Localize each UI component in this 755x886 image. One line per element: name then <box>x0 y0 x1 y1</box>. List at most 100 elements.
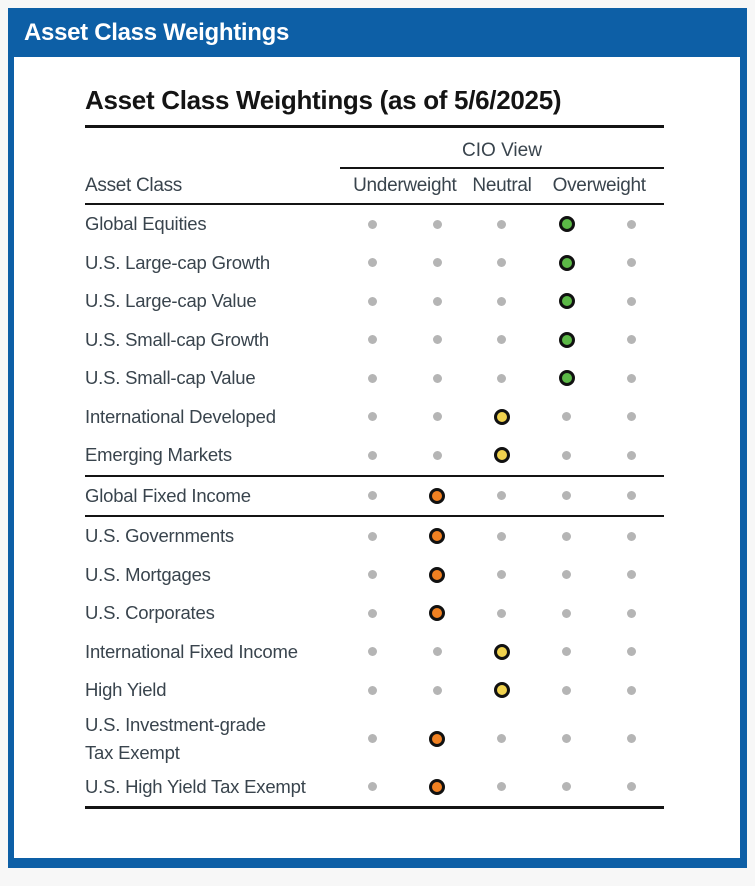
scale-dot <box>627 734 637 743</box>
row-label: Emerging Markets <box>85 444 232 466</box>
selected-scale-dot <box>493 682 510 699</box>
row-label: U.S. Small-cap Value <box>85 367 256 389</box>
section-divider <box>85 474 664 477</box>
row-label: U.S. Large-cap Growth <box>85 251 270 273</box>
scale-dot <box>367 734 377 743</box>
scale-dot <box>627 373 637 383</box>
scale-dot <box>627 296 637 306</box>
group-header-row: CIO View <box>85 140 664 169</box>
scale-dot <box>367 491 377 501</box>
row-label: International Fixed Income <box>85 640 298 662</box>
selected-scale-dot <box>558 331 575 348</box>
scale-dot <box>432 296 442 306</box>
panel-header: Asset Class Weightings <box>8 8 747 57</box>
scale-dot <box>627 531 637 541</box>
row-label: International Developed <box>85 405 276 427</box>
scale-dot <box>562 570 572 580</box>
scale-dot <box>562 647 572 657</box>
table-row: U.S. Investment-grade Tax Exempt <box>85 710 664 768</box>
scale-dot <box>497 491 507 501</box>
scale-dot <box>367 412 377 422</box>
scale-dot <box>562 491 572 501</box>
scale-dot <box>432 335 442 345</box>
selected-scale-dot <box>493 408 510 425</box>
table-bottom-rule <box>85 806 664 809</box>
scale-dot <box>367 296 377 306</box>
scale-dot <box>432 685 442 695</box>
report-title: Asset Class Weightings (as of 5/6/2025) <box>85 85 664 128</box>
scale-dot <box>627 450 637 460</box>
scale-dot <box>627 570 637 580</box>
scale-dot <box>497 219 507 229</box>
scale-dot <box>562 608 572 618</box>
row-label: U.S. Investment-grade Tax Exempt <box>85 713 266 763</box>
scale-dot <box>627 782 637 792</box>
scale-dot <box>367 219 377 229</box>
selected-scale-dot <box>558 293 575 310</box>
section-divider <box>85 515 664 517</box>
row-label: U.S. Large-cap Value <box>85 290 257 312</box>
table-row: U.S. Governments <box>85 517 664 556</box>
row-label: U.S. Corporates <box>85 602 215 624</box>
scale-dot <box>627 219 637 229</box>
scale-dot <box>367 258 377 268</box>
table-row: U.S. High Yield Tax Exempt <box>85 768 664 807</box>
selected-scale-dot <box>493 643 510 660</box>
selected-scale-dot <box>429 605 446 622</box>
scale-dot <box>432 373 442 383</box>
table-rows: Global Equities U.S. Large-cap Growth U.… <box>85 205 664 809</box>
selected-scale-dot <box>429 778 446 795</box>
table-row: U.S. Large-cap Value <box>85 282 664 321</box>
column-header-overweight: Overweight <box>552 175 646 196</box>
scale-dot <box>367 335 377 345</box>
panel-body: Asset Class Weightings (as of 5/6/2025) … <box>8 57 747 868</box>
scale-dot <box>367 685 377 695</box>
scale-dot <box>497 531 507 541</box>
scale-dot <box>432 450 442 460</box>
scale-dot <box>562 782 572 792</box>
selected-scale-dot <box>429 487 446 504</box>
table-row: U.S. Small-cap Value <box>85 359 664 398</box>
selected-scale-dot <box>429 566 446 583</box>
scale-dot <box>497 734 507 743</box>
scale-dot <box>497 608 507 618</box>
row-label: U.S. Small-cap Growth <box>85 328 269 350</box>
scale-dot <box>562 531 572 541</box>
scale-dot <box>432 412 442 422</box>
table-row: High Yield <box>85 671 664 710</box>
scale-dot <box>627 335 637 345</box>
selected-scale-dot <box>429 730 446 747</box>
scale-dot <box>497 258 507 268</box>
column-header-asset-class: Asset Class <box>85 175 183 196</box>
scale-dot <box>367 450 377 460</box>
selected-scale-dot <box>558 370 575 387</box>
selected-scale-dot <box>429 528 446 545</box>
scale-dot <box>627 647 637 657</box>
scale-dot <box>562 734 572 743</box>
scale-dot <box>627 258 637 268</box>
table-row: International Developed <box>85 398 664 437</box>
scale-dot <box>432 258 442 268</box>
table-row: U.S. Small-cap Growth <box>85 321 664 360</box>
scale-dot <box>497 296 507 306</box>
scale-dot <box>497 373 507 383</box>
row-label: U.S. Governments <box>85 525 234 547</box>
table-row: U.S. Corporates <box>85 594 664 633</box>
table-row: International Fixed Income <box>85 633 664 672</box>
scale-dot <box>562 450 572 460</box>
panel-header-title: Asset Class Weightings <box>24 18 290 46</box>
table-row: U.S. Large-cap Growth <box>85 244 664 283</box>
table-row: U.S. Mortgages <box>85 556 664 595</box>
scale-dot <box>497 335 507 345</box>
scale-dot <box>627 685 637 695</box>
row-label: Global Fixed Income <box>85 484 251 506</box>
cio-view-group-header: CIO View <box>340 140 664 169</box>
selected-scale-dot <box>558 216 575 233</box>
scale-dot <box>562 685 572 695</box>
scale-dot <box>627 491 637 501</box>
scale-dot <box>367 647 377 657</box>
scale-dot <box>367 531 377 541</box>
column-header-row: Asset Class Underweight Neutral Overweig… <box>85 169 664 205</box>
column-header-underweight: Underweight <box>353 175 457 196</box>
scale-dot <box>367 608 377 618</box>
